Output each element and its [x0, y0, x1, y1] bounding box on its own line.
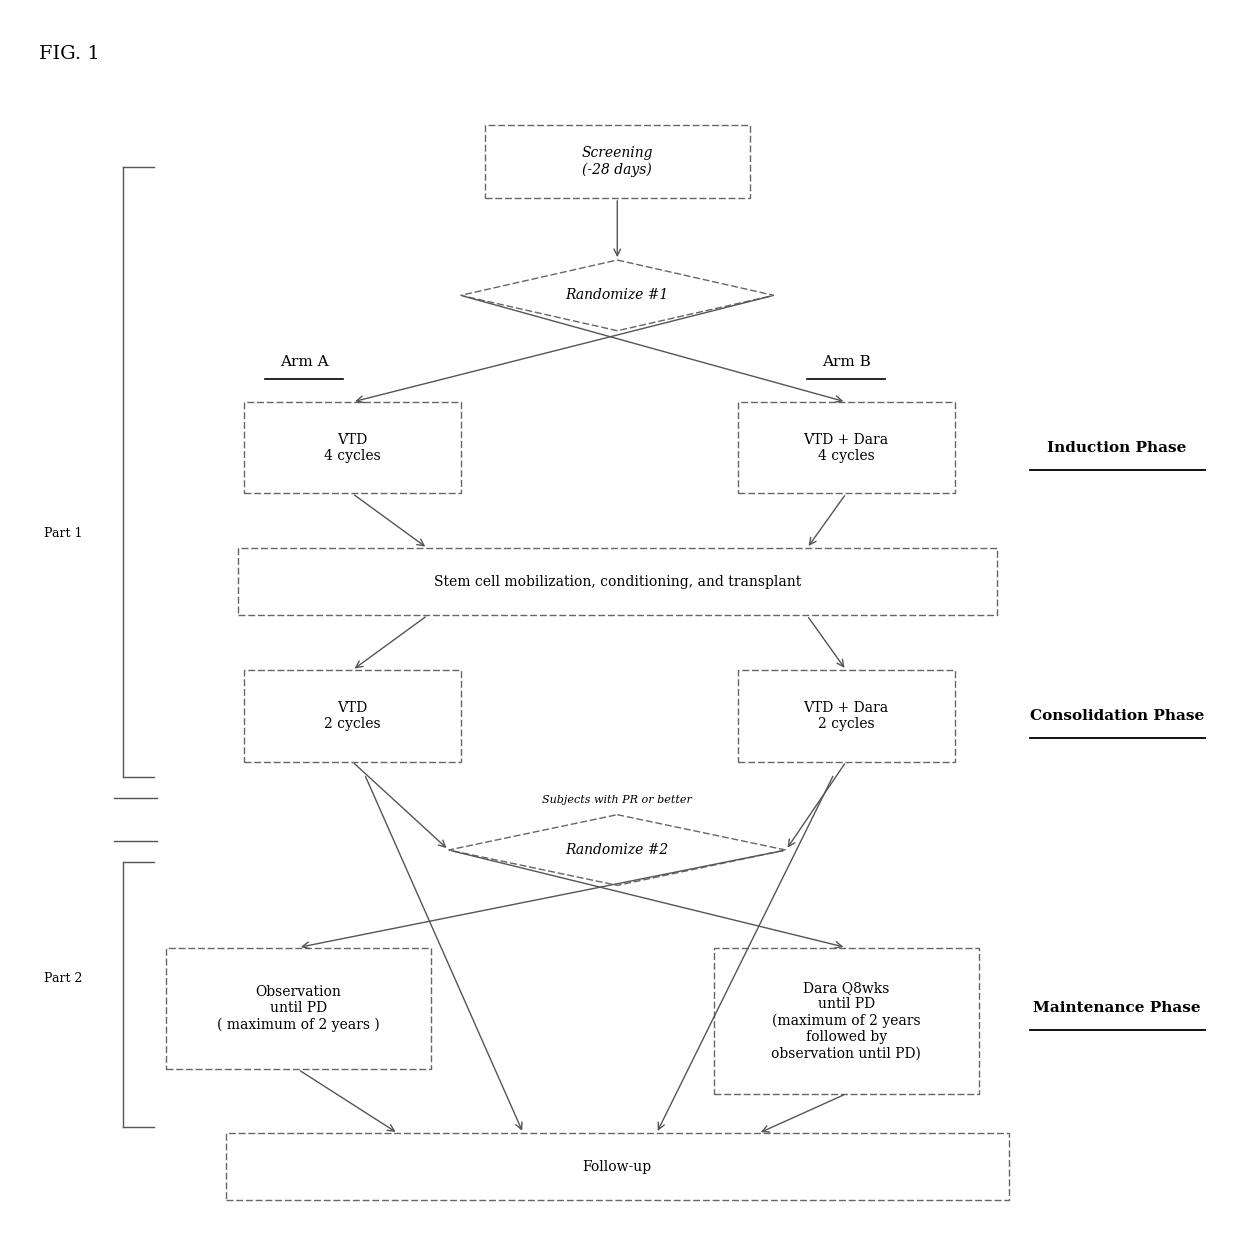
FancyBboxPatch shape: [226, 1133, 1009, 1200]
Text: FIG. 1: FIG. 1: [40, 45, 100, 64]
Text: Part 1: Part 1: [43, 527, 82, 540]
FancyBboxPatch shape: [244, 671, 461, 762]
Text: Consolidation Phase: Consolidation Phase: [1030, 709, 1204, 723]
Text: Follow-up: Follow-up: [583, 1160, 652, 1174]
Polygon shape: [461, 260, 774, 331]
FancyBboxPatch shape: [485, 125, 750, 197]
Text: Induction Phase: Induction Phase: [1048, 441, 1187, 455]
Text: Part 2: Part 2: [43, 972, 82, 984]
Text: Subjects with PR or better: Subjects with PR or better: [542, 796, 692, 806]
FancyBboxPatch shape: [738, 402, 955, 493]
FancyBboxPatch shape: [738, 671, 955, 762]
Text: Arm A: Arm A: [280, 356, 329, 370]
Text: Screening
(-28 days): Screening (-28 days): [582, 146, 653, 176]
FancyBboxPatch shape: [244, 402, 461, 493]
Text: Randomize #1: Randomize #1: [565, 289, 668, 302]
FancyBboxPatch shape: [714, 948, 978, 1094]
Text: VTD + Dara
4 cycles: VTD + Dara 4 cycles: [804, 432, 889, 463]
Text: Observation
until PD
( maximum of 2 years ): Observation until PD ( maximum of 2 year…: [217, 985, 379, 1032]
Text: Stem cell mobilization, conditioning, and transplant: Stem cell mobilization, conditioning, an…: [434, 575, 801, 588]
Text: Randomize #2: Randomize #2: [565, 843, 668, 857]
Text: VTD
2 cycles: VTD 2 cycles: [324, 701, 381, 731]
Text: Maintenance Phase: Maintenance Phase: [1033, 1002, 1202, 1015]
Text: VTD + Dara
2 cycles: VTD + Dara 2 cycles: [804, 701, 889, 731]
FancyBboxPatch shape: [238, 548, 997, 616]
Text: Dara Q8wks
until PD
(maximum of 2 years
followed by
observation until PD): Dara Q8wks until PD (maximum of 2 years …: [771, 980, 921, 1060]
Text: VTD
4 cycles: VTD 4 cycles: [324, 432, 381, 463]
FancyBboxPatch shape: [166, 948, 430, 1069]
Polygon shape: [449, 814, 786, 886]
Text: Arm B: Arm B: [822, 356, 870, 370]
